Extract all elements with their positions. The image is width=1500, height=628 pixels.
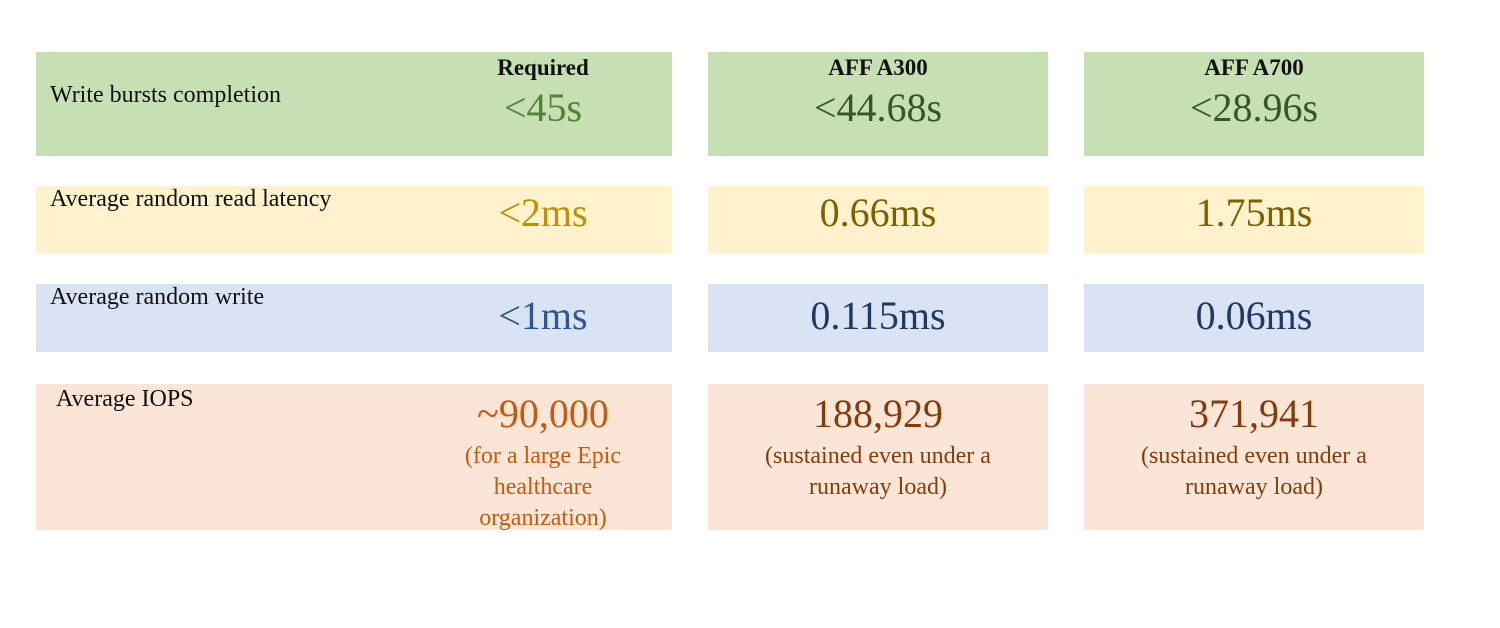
- metric-value: <44.68s: [813, 85, 943, 130]
- cell-background: [708, 186, 1048, 254]
- cell-background: [708, 52, 1048, 156]
- metric-note: (for a large Epic healthcare organizatio…: [464, 443, 622, 531]
- metric-value: 0.66ms: [819, 190, 937, 235]
- row-label: Average random read latency: [50, 186, 332, 212]
- metric-value: 371,941: [1189, 391, 1319, 436]
- metric-value: 188,929: [813, 391, 943, 436]
- cell-background: [708, 284, 1048, 352]
- metric-value: <2ms: [498, 190, 588, 235]
- cell-background: [1084, 384, 1424, 530]
- cell-background: [1084, 52, 1424, 156]
- metric-value: <45s: [503, 85, 583, 130]
- metric-value: 0.115ms: [810, 293, 946, 338]
- cell-background: [1084, 284, 1424, 352]
- metric-value: <1ms: [498, 293, 588, 338]
- column-header: AFF A300: [828, 55, 928, 80]
- row-label: Average random write: [50, 284, 265, 310]
- row-label: Average IOPS: [56, 386, 194, 412]
- row-label: Write bursts completion: [50, 82, 281, 108]
- metric-note: (sustained even under a runaway load): [1141, 443, 1367, 500]
- column-header: Required: [497, 55, 589, 80]
- cell-background: [1084, 186, 1424, 254]
- cell-background: [708, 384, 1048, 530]
- metric-value: ~90,000: [477, 391, 609, 436]
- metric-value: 1.75ms: [1195, 190, 1313, 235]
- cell-background: [36, 384, 672, 530]
- metric-value: <28.96s: [1189, 85, 1319, 130]
- cell-background: [36, 284, 672, 352]
- cell-background: [36, 52, 672, 156]
- metric-note: (sustained even under a runaway load): [765, 443, 991, 500]
- metric-value: 0.06ms: [1195, 293, 1313, 338]
- cell-background: [36, 186, 672, 254]
- column-header: AFF A700: [1204, 55, 1304, 80]
